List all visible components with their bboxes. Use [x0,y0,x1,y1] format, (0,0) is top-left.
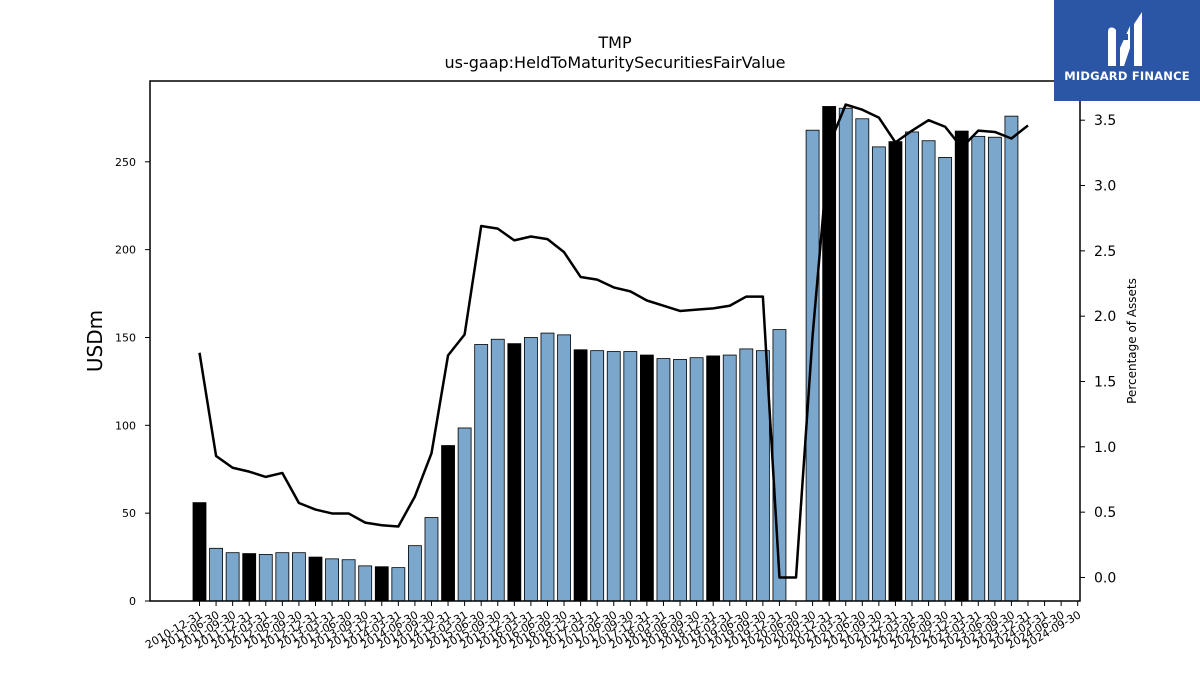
bar [225,552,240,602]
y-axis-right: 0.0 0.5 1.0 1.5 2.0 2.5 3.0 3.5 [1080,113,1116,586]
chart-subtitle: us-gaap:HeldToMaturitySecuritiesFairValu… [444,53,785,72]
bar [557,334,571,602]
bar [374,566,389,602]
plot-frame [149,80,1081,602]
bar [524,337,538,602]
bar [590,350,605,602]
bar [938,157,953,602]
logo: MIDGARD FINANCE [1054,0,1200,101]
y2-tick-label: 3.0 [1094,179,1116,195]
y-tick-label: 50 [122,507,136,520]
bar [358,565,373,602]
bar [656,358,671,602]
bar [507,343,522,602]
bar [921,140,936,602]
y2-tick-label: 0.5 [1094,505,1116,521]
bar [308,556,323,602]
bar [292,552,306,602]
y-tick-label: 200 [115,244,136,257]
bar [408,545,422,602]
bar [739,348,754,602]
chart-title: TMP [597,33,632,52]
bar [855,118,870,602]
bar [573,349,588,602]
bar [192,502,207,602]
y2-tick-label: 0.0 [1094,570,1116,586]
bar [275,552,290,602]
y-tick-label: 250 [115,156,136,169]
bar [1004,115,1019,602]
bar [639,354,654,602]
bar [673,359,687,602]
y2-axis-label: Percentage of Assets [1125,278,1139,404]
logo-mark-icon [1108,12,1142,66]
bar [457,427,472,602]
bar [689,357,704,602]
bar [888,141,903,602]
bar [706,355,721,602]
bar [954,130,969,602]
bar [871,146,886,602]
bar [606,351,621,602]
bar [242,553,257,602]
bar [540,332,555,602]
logo-text: MIDGARD FINANCE [1064,69,1190,83]
bar [490,338,505,602]
y-axis-label: USDm [83,310,107,372]
bar [258,554,273,602]
bar [424,517,439,602]
y-tick-label: 0 [129,595,136,608]
bar [325,558,339,602]
bar [474,344,489,602]
y2-tick-label: 1.0 [1094,440,1116,456]
bar-series [192,106,1019,602]
y2-tick-label: 2.5 [1094,244,1116,260]
y2-tick-label: 1.5 [1094,375,1116,391]
bar [391,567,406,602]
y2-tick-label: 3.5 [1094,113,1116,129]
bar [971,135,986,602]
y-axis-left: 0 50 100 150 200 250 [115,156,150,608]
bar [209,547,223,602]
bar [623,351,638,602]
bar [805,129,820,602]
y2-tick-label: 2.0 [1094,309,1116,325]
bar [722,354,737,602]
x-axis: 2010-12-312011-06-302011-09-302011-12-31… [143,601,1083,652]
bar [987,136,1002,602]
y-tick-label: 150 [115,331,136,344]
bar [441,445,455,602]
bar [905,131,919,602]
y-tick-label: 100 [115,419,136,432]
bar [341,559,356,602]
line-series [198,103,1029,579]
bar [838,107,853,602]
percentage-line [198,103,1029,579]
bar [822,106,837,602]
